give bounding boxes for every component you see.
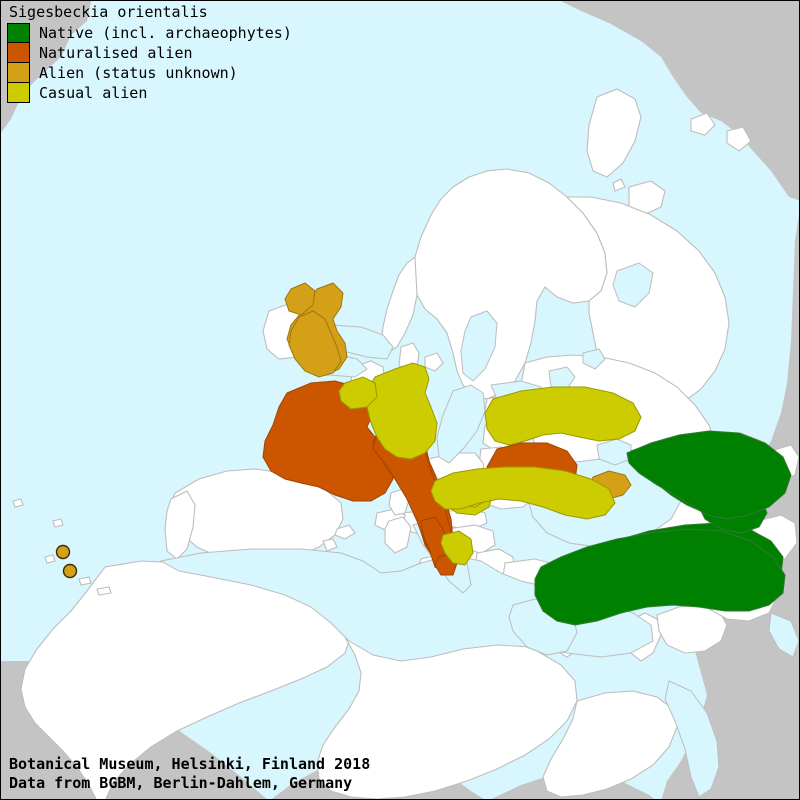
area-ukraine xyxy=(484,386,642,446)
legend-items: Native (incl. archaeophytes) Naturalised… xyxy=(7,23,292,103)
area-turkey xyxy=(534,528,786,626)
legend-label-casual: Casual alien xyxy=(39,84,148,102)
legend-label-naturalised: Naturalised alien xyxy=(39,44,193,62)
attribution-line-1: Botanical Museum, Helsinki, Finland 2018 xyxy=(9,755,371,773)
gulf-of-bothnia xyxy=(460,310,498,382)
attribution: Botanical Museum, Helsinki, Finland 2018… xyxy=(9,755,370,793)
attribution-line-2: Data from BGBM, Berlin-Dahlem, Germany xyxy=(9,774,353,792)
area-scotland-north xyxy=(284,282,316,316)
legend: Sigesbeckia orientalis Native (incl. arc… xyxy=(7,3,292,103)
egypt-nile xyxy=(542,690,678,798)
point-occurrence-layer xyxy=(55,544,78,579)
legend-item-unknown: Alien (status unknown) xyxy=(7,63,292,83)
legend-swatch-unknown xyxy=(7,63,30,83)
legend-item-native: Native (incl. archaeophytes) xyxy=(7,23,292,43)
legend-swatch-naturalised xyxy=(7,43,30,63)
legend-item-casual: Casual alien xyxy=(7,83,292,103)
occurrence-dot-canary-east xyxy=(62,563,78,579)
portugal xyxy=(164,490,196,560)
page-title: Sigesbeckia orientalis xyxy=(9,3,208,21)
balearics xyxy=(334,524,356,540)
legend-item-naturalised: Naturalised alien xyxy=(7,43,292,63)
baltic-sea xyxy=(436,384,486,464)
area-caucasus-block xyxy=(626,430,792,520)
status-native-areas xyxy=(534,430,792,626)
legend-swatch-casual xyxy=(7,83,30,103)
area-belgium xyxy=(338,376,378,410)
land-layer xyxy=(12,88,799,799)
occurrence-dot-canary-west xyxy=(55,544,71,560)
legend-swatch-native xyxy=(7,23,30,43)
sardinia xyxy=(384,516,412,554)
greenland-tip xyxy=(586,88,642,178)
status-casual-areas xyxy=(338,362,642,566)
area-bosnia xyxy=(440,530,474,566)
legend-label-unknown: Alien (status unknown) xyxy=(39,64,238,82)
legend-label-native: Native (incl. archaeophytes) xyxy=(39,24,292,42)
area-england xyxy=(288,310,342,378)
area-germany xyxy=(366,362,438,460)
area-ukraine-main xyxy=(430,466,616,520)
red-sea xyxy=(664,680,720,798)
